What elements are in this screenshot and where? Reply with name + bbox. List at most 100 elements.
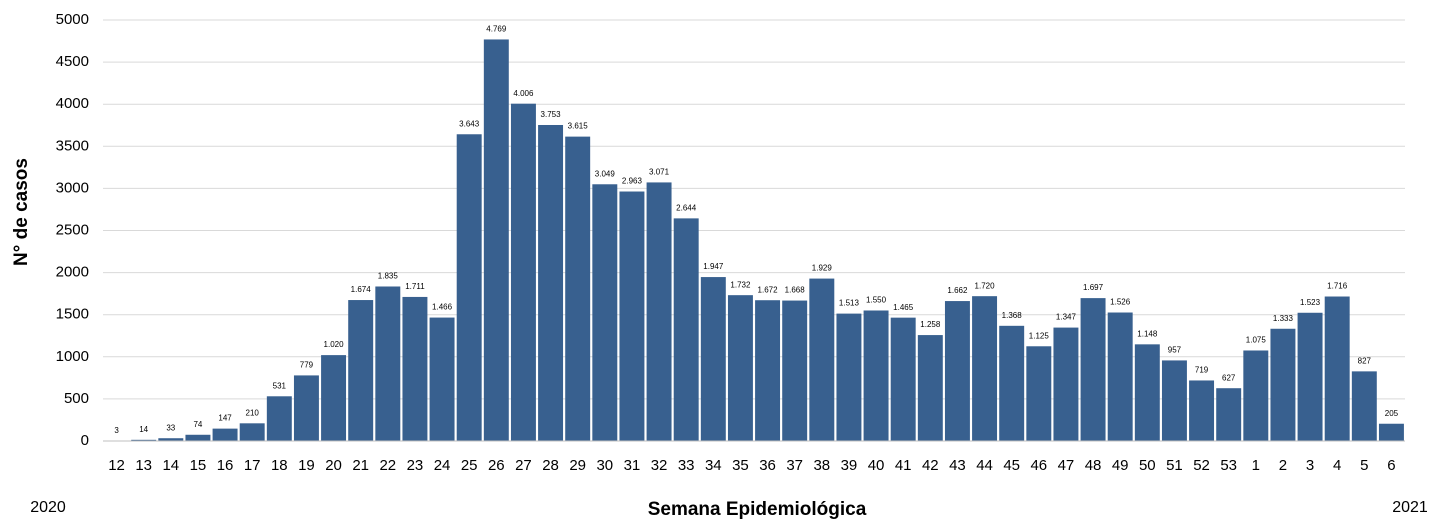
bar [1080,298,1106,441]
bar [972,296,998,441]
value-label: 1.947 [703,262,724,271]
x-tick-label: 13 [135,457,152,474]
x-tick-label: 21 [352,457,369,474]
y-tick-label: 2500 [56,221,89,238]
bar [402,296,428,441]
y-tick-label: 4000 [56,95,89,112]
bar [483,39,509,442]
value-label: 1.333 [1273,314,1294,323]
bar [755,300,781,441]
bar [646,182,672,441]
value-label: 1.368 [1002,311,1023,320]
bar [863,310,889,441]
x-tick-label: 27 [515,457,532,474]
bar [727,295,753,441]
x-tick-label: 6 [1387,457,1395,474]
value-label: 14 [139,425,148,434]
bar [158,438,184,441]
bar [917,335,943,441]
x-tick-label: 29 [569,457,586,474]
y-tick-label: 1000 [56,348,89,365]
value-label: 33 [166,423,175,432]
x-tick-label: 51 [1166,457,1183,474]
value-label: 1.674 [351,285,372,294]
value-label: 1.020 [324,340,345,349]
bar [836,313,862,441]
y-tick-label: 500 [64,390,89,407]
x-tick-label: 5 [1360,457,1368,474]
value-label: 1.523 [1300,298,1321,307]
x-tick-label: 12 [108,457,125,474]
bar [1297,312,1323,441]
x-tick-label: 33 [678,457,695,474]
x-tick-label: 50 [1139,457,1156,474]
value-label: 1.075 [1246,336,1267,345]
bar [592,184,618,441]
value-label: 779 [300,361,314,370]
value-label: 1.526 [1110,298,1131,307]
x-tick-label: 34 [705,457,722,474]
value-label: 205 [1385,409,1399,418]
value-label: 1.711 [405,282,425,291]
bar [673,218,699,441]
x-tick-label: 15 [190,457,207,474]
bar [375,286,401,441]
value-label: 1.732 [730,280,751,289]
y-tick-label: 4500 [56,53,89,70]
value-label: 4.769 [486,25,507,34]
bar [185,434,211,441]
x-tick-label: 14 [162,457,179,474]
bar [1134,344,1160,441]
bar [1026,346,1052,441]
x-tick-label: 49 [1112,457,1129,474]
value-label: 1.929 [812,264,833,273]
x-tick-label: 23 [407,457,424,474]
x-tick-label: 48 [1085,457,1102,474]
bar [1270,328,1296,441]
bar [700,277,726,441]
x-axis-title: Semana Epidemiológica [648,499,867,520]
value-label: 1.550 [866,296,887,305]
y-tick-label: 2000 [56,264,89,281]
x-tick-label: 43 [949,457,966,474]
y-axis-title: N° de casos [11,158,32,266]
value-label: 1.720 [975,281,996,290]
value-label: 531 [273,381,287,390]
x-tick-label: 37 [786,457,803,474]
bar [565,136,591,441]
value-label: 719 [1195,366,1209,375]
bar [348,300,374,441]
year-annotation: 2021 [1392,499,1428,516]
value-label: 74 [193,420,202,429]
value-label: 1.465 [893,303,914,312]
bar [429,317,455,441]
value-label: 1.347 [1056,313,1077,322]
bar [239,423,265,441]
y-tick-label: 3500 [56,137,89,154]
x-tick-label: 36 [759,457,776,474]
x-tick-label: 44 [976,457,993,474]
y-tick-label: 5000 [56,11,89,28]
x-tick-label: 19 [298,457,315,474]
x-tick-label: 47 [1058,457,1075,474]
x-tick-label: 20 [325,457,342,474]
bar [999,325,1025,441]
y-tick-label: 1500 [56,306,89,323]
value-label: 2.644 [676,203,697,212]
value-label: 1.125 [1029,331,1050,340]
value-label: 3.643 [459,119,480,128]
bar [890,317,916,441]
value-label: 1.697 [1083,283,1104,292]
bar [782,300,808,441]
x-tick-label: 18 [271,457,288,474]
bar [809,278,835,441]
x-tick-label: 1 [1252,457,1260,474]
value-label: 3 [114,426,119,435]
value-label: 1.668 [785,286,806,295]
bar [293,375,319,441]
value-label: 627 [1222,373,1236,382]
value-label: 1.672 [758,285,779,294]
x-tick-label: 53 [1220,457,1237,474]
x-tick-label: 24 [434,457,451,474]
